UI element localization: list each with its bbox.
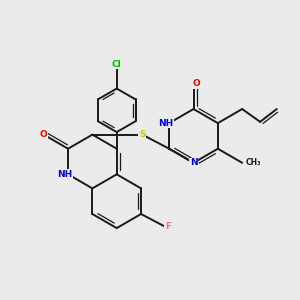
Text: F: F	[165, 222, 171, 231]
Text: NH: NH	[57, 170, 73, 179]
Text: N: N	[190, 158, 197, 167]
Text: Cl: Cl	[112, 60, 122, 69]
Text: NH: NH	[158, 118, 174, 127]
Text: O: O	[40, 130, 48, 139]
Text: CH₃: CH₃	[246, 158, 262, 167]
Text: S: S	[139, 130, 146, 139]
Text: O: O	[192, 79, 200, 88]
